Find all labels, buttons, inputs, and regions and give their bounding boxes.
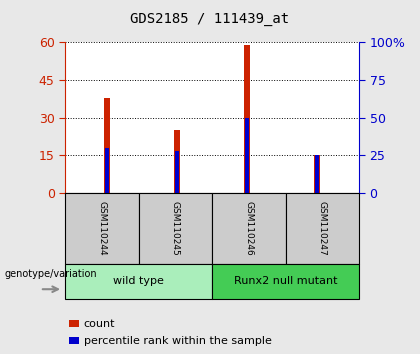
Bar xyxy=(315,155,319,193)
Text: count: count xyxy=(84,319,115,329)
Text: genotype/variation: genotype/variation xyxy=(4,269,97,279)
Text: GSM110245: GSM110245 xyxy=(171,201,180,256)
Bar xyxy=(105,148,109,193)
Text: Runx2 null mutant: Runx2 null mutant xyxy=(234,276,337,286)
Bar xyxy=(245,118,249,193)
Text: percentile rank within the sample: percentile rank within the sample xyxy=(84,336,271,346)
Bar xyxy=(314,155,320,193)
Bar xyxy=(244,45,250,193)
Text: GSM110246: GSM110246 xyxy=(244,201,253,256)
Text: GSM110247: GSM110247 xyxy=(318,201,327,256)
Bar xyxy=(174,130,180,193)
Bar xyxy=(104,98,110,193)
Text: GSM110244: GSM110244 xyxy=(97,201,106,256)
Text: wild type: wild type xyxy=(113,276,164,286)
Bar xyxy=(175,151,179,193)
Text: GDS2185 / 111439_at: GDS2185 / 111439_at xyxy=(131,12,289,27)
